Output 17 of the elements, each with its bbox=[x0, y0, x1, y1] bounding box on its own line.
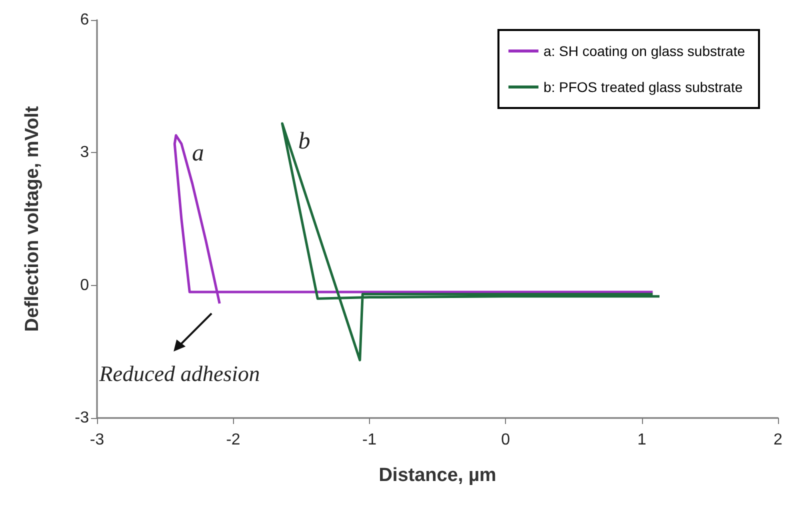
x-tick-label: 1 bbox=[637, 432, 646, 448]
y-axis-title: Deflection voltage, mVolt bbox=[22, 106, 43, 332]
x-tick-label: -1 bbox=[362, 432, 377, 448]
annotation: b bbox=[298, 128, 310, 154]
y-tick-label: 6 bbox=[80, 12, 90, 28]
x-tick-label: -2 bbox=[226, 432, 240, 448]
y-tick-label: 3 bbox=[80, 144, 90, 162]
annotation: Reduced adhesion bbox=[98, 360, 260, 386]
x-axis-title: Distance, µm bbox=[378, 465, 496, 486]
legend-label: a: SH coating on glass substrate bbox=[543, 43, 746, 59]
annotation: a bbox=[192, 140, 204, 166]
y-tick-label: -3 bbox=[74, 410, 90, 426]
x-tick-label: 0 bbox=[501, 432, 510, 448]
legend-label: b: PFOS treated glass substrate bbox=[543, 79, 743, 95]
x-tick-label: 2 bbox=[774, 432, 783, 448]
y-tick-label: 0 bbox=[80, 276, 90, 294]
line-series bbox=[280, 122, 661, 362]
